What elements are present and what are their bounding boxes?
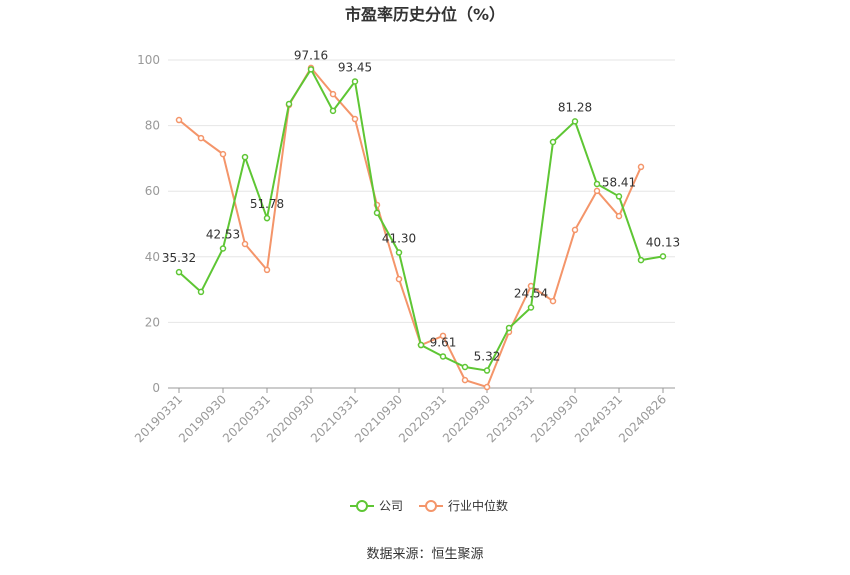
point (219, 150, 227, 158)
y-tick-label: 20 (145, 315, 160, 329)
point (527, 304, 535, 311)
point (175, 268, 183, 276)
point (373, 209, 381, 217)
point (483, 367, 491, 374)
data-label: 24.54 (514, 287, 548, 301)
data-label: 58.41 (602, 175, 636, 189)
legend-label: 公司 (379, 499, 403, 513)
legend-label: 行业中位数 (448, 498, 508, 513)
y-tick-label: 100 (137, 53, 160, 67)
point (637, 163, 645, 171)
chart-title: 市盈率历史分位（%） (345, 5, 505, 24)
data-label: 9.61 (430, 335, 457, 349)
point (351, 115, 359, 123)
x-tick-label: 20240826 (616, 392, 669, 445)
point (395, 275, 403, 283)
point (329, 90, 337, 98)
series-line (178, 66, 642, 389)
point (395, 249, 403, 256)
point (175, 116, 183, 124)
data-label: 5.32 (474, 350, 501, 364)
legend-marker (356, 500, 368, 512)
point (571, 118, 579, 125)
point (351, 78, 359, 85)
point (329, 107, 337, 115)
point (483, 383, 491, 391)
point (637, 256, 645, 264)
point (307, 66, 315, 73)
point (593, 187, 601, 195)
data-label: 51.78 (250, 197, 284, 211)
point (285, 100, 293, 108)
y-tick-label: 40 (145, 250, 160, 264)
y-tick-label: 0 (152, 381, 160, 395)
legend-marker (425, 500, 438, 512)
data-label: 42.53 (206, 228, 240, 242)
point (593, 180, 601, 188)
point (615, 212, 623, 220)
data-label: 97.16 (294, 48, 328, 62)
point (197, 134, 205, 142)
point (241, 153, 249, 161)
point (549, 297, 557, 305)
point (241, 240, 249, 248)
data-label: 41.30 (382, 232, 416, 246)
point (263, 266, 271, 274)
series-line (178, 67, 664, 372)
point (549, 138, 557, 146)
point (417, 341, 425, 349)
data-label: 40.13 (646, 235, 680, 249)
point (461, 363, 469, 371)
data-label: 35.32 (162, 251, 196, 265)
data-label: 81.28 (558, 100, 592, 114)
point (263, 214, 271, 222)
point (571, 226, 579, 234)
source: 数据来源：恒生聚源 (366, 547, 483, 562)
y-tick-label: 60 (145, 184, 160, 198)
point (659, 253, 667, 260)
point (219, 245, 227, 252)
point (461, 376, 469, 384)
point (615, 193, 623, 200)
point (439, 353, 447, 360)
data-label: 93.45 (338, 60, 372, 74)
point (197, 288, 205, 296)
y-tick-label: 80 (145, 119, 160, 133)
point (439, 332, 447, 340)
point (505, 324, 513, 332)
